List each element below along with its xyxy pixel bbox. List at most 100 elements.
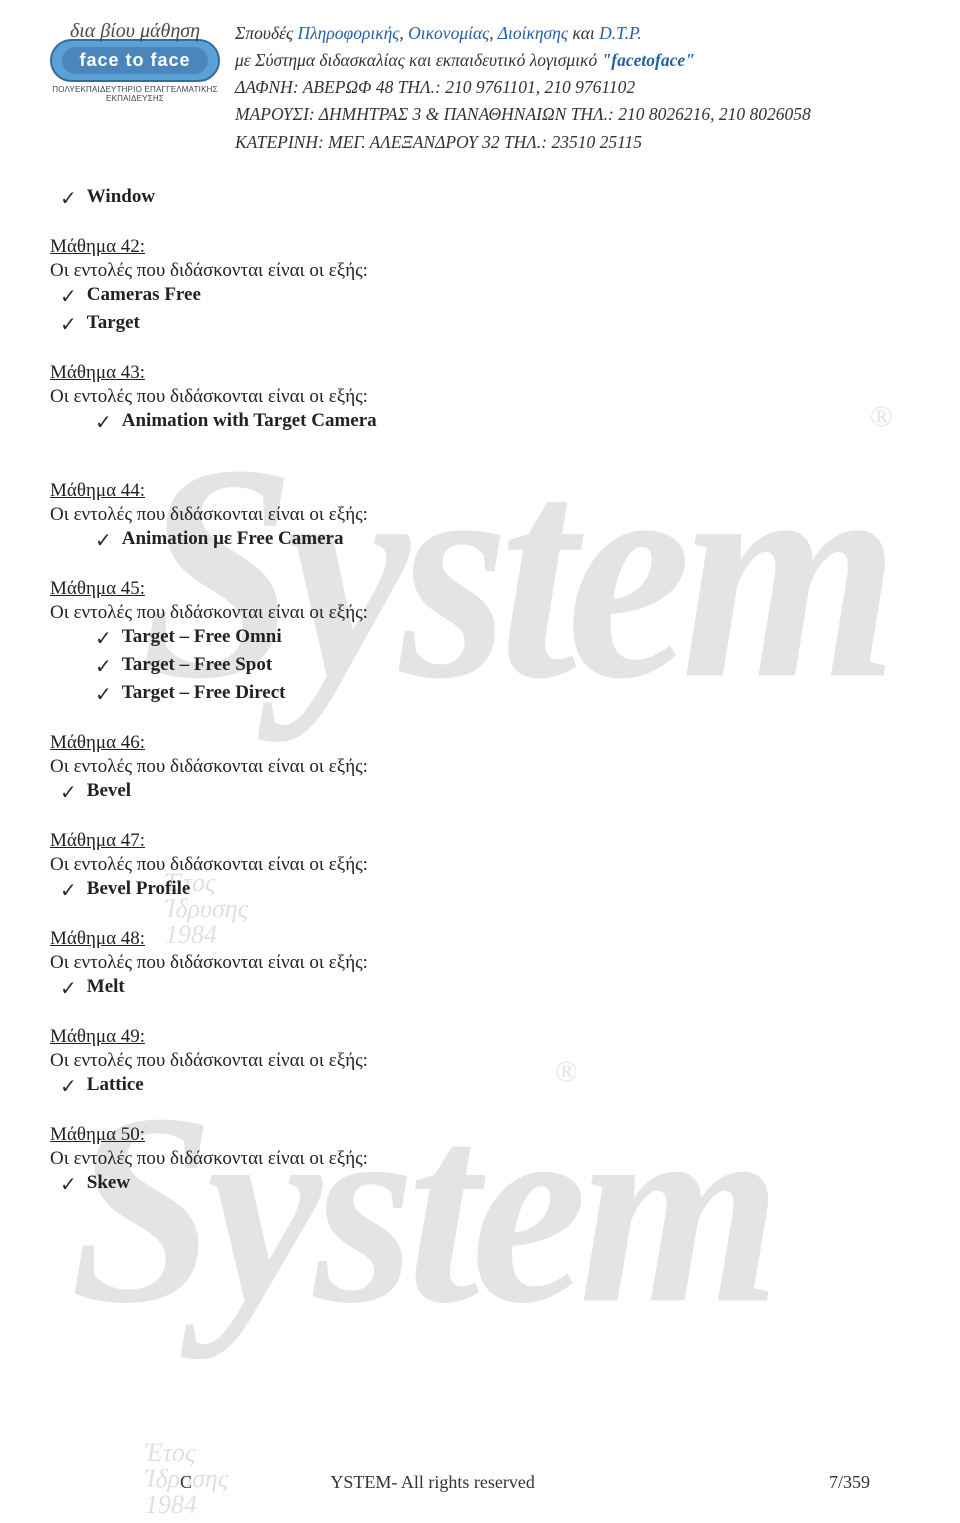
check-icon: ✓ xyxy=(60,976,77,1002)
list-item-text: Bevel Profile xyxy=(87,878,191,900)
list-item-text: Cameras Free xyxy=(87,284,201,306)
lesson-intro: Οι εντολές που διδάσκονται είναι οι εξής… xyxy=(50,1148,900,1170)
lesson-title: Μάθημα 46: xyxy=(50,732,900,754)
check-icon: ✓ xyxy=(95,528,112,554)
list-item: ✓Bevel Profile xyxy=(60,878,900,904)
footer-page-number: 7/359 xyxy=(829,1472,870,1493)
list-item: ✓ Melt xyxy=(60,976,900,1002)
list-item: ✓Target – Free Spot xyxy=(60,654,900,680)
hl1c: , xyxy=(399,23,408,43)
list-item: ✓ Cameras Free xyxy=(60,284,900,310)
list-item: ✓ Target – Free Direct xyxy=(60,682,900,708)
lesson-checklist: ✓ Skew xyxy=(50,1172,900,1198)
hl1f: Διοίκησης xyxy=(498,23,568,43)
lesson-intro: Οι εντολές που διδάσκονται είναι οι εξής… xyxy=(50,1050,900,1072)
lesson-checklist: ✓ Lattice xyxy=(50,1074,900,1100)
list-item-text: Skew xyxy=(87,1172,130,1194)
hl1a: Σπουδές xyxy=(235,23,297,43)
logo-pill-text: face to face xyxy=(62,47,208,74)
lesson-title: Μάθημα 45: xyxy=(50,578,900,600)
content: ✓ Window Μάθημα 42: Οι εντολές που διδάσκ… xyxy=(50,186,900,1198)
lesson-title: Μάθημα 48: xyxy=(50,928,900,950)
header-row: δια βίου μάθηση face to face ΠΟΛΥΕΚΠΑΙΔΕ… xyxy=(50,20,900,156)
footer-left-a: C xyxy=(180,1472,192,1492)
lesson-title: Μάθημα 49: xyxy=(50,1026,900,1048)
list-item: ✓ Lattice xyxy=(60,1074,900,1100)
lesson-intro: Οι εντολές που διδάσκονται είναι οι εξής… xyxy=(50,504,900,526)
list-item-text: Melt xyxy=(87,976,125,998)
lesson-title: Μάθημα 42: xyxy=(50,236,900,258)
footer: C YSTEM- All rights reserved 7/359 xyxy=(0,1472,960,1493)
hl1d: Οικονομίας xyxy=(408,23,489,43)
header-line-1: Σπουδές Πληροφορικής, Οικονομίας, Διοίκη… xyxy=(235,20,900,47)
list-item-text: Target xyxy=(87,312,140,334)
check-icon: ✓ xyxy=(60,1074,77,1100)
lesson-title: Μάθημα 50: xyxy=(50,1124,900,1146)
list-item: ✓ Animation με Free Camera xyxy=(60,528,900,554)
hl1h: D.T.P. xyxy=(599,23,642,43)
lesson-block: Μάθημα 43:Οι εντολές που διδάσκονται είν… xyxy=(50,362,900,436)
list-item-text: Lattice xyxy=(87,1074,144,1096)
header-text: Σπουδές Πληροφορικής, Οικονομίας, Διοίκη… xyxy=(235,20,900,156)
lesson-checklist: ✓Target – Free Omni✓Target – Free Spot✓ T… xyxy=(50,626,900,708)
top-item-text: Window xyxy=(87,186,155,208)
list-item-text: Animation με Free Camera xyxy=(122,528,344,550)
lesson-checklist: ✓ Animation με Free Camera xyxy=(50,528,900,554)
logo-block: δια βίου μάθηση face to face ΠΟΛΥΕΚΠΑΙΔΕ… xyxy=(50,20,220,103)
hl2a: με Σύστημα διδασκαλίας και εκπαιδευτικό … xyxy=(235,50,602,70)
list-item: ✓ Bevel xyxy=(60,780,900,806)
list-item-text: Bevel xyxy=(87,780,131,802)
lesson-intro: Οι εντολές που διδάσκονται είναι οι εξής… xyxy=(50,602,900,624)
lesson-checklist: ✓ Cameras Free ✓ Target xyxy=(50,284,900,338)
top-checklist: ✓ Window xyxy=(50,186,900,212)
check-icon: ✓ xyxy=(60,1172,77,1198)
lesson-block: Μάθημα 44:Οι εντολές που διδάσκονται είν… xyxy=(50,480,900,554)
hl1b: Πληροφορικής xyxy=(297,23,399,43)
footer-left: C YSTEM- All rights reserved xyxy=(180,1472,535,1493)
logo-tagline: δια βίου μάθηση xyxy=(50,20,220,43)
check-icon: ✓ xyxy=(60,186,77,212)
lesson-checklist: ✓Bevel Profile xyxy=(50,878,900,904)
page-container: δια βίου μάθηση face to face ΠΟΛΥΕΚΠΑΙΔΕ… xyxy=(0,0,960,1240)
lesson-block: Μάθημα 45:Οι εντολές που διδάσκονται είν… xyxy=(50,578,900,708)
lesson-intro: Οι εντολές που διδάσκονται είναι οι εξής… xyxy=(50,756,900,778)
wm-year2-c: 1984 xyxy=(145,1492,228,1518)
lesson-title: Μάθημα 47: xyxy=(50,830,900,852)
check-icon: ✓ xyxy=(60,780,77,806)
check-icon: ✓ xyxy=(95,626,112,652)
lesson-block: Μάθημα 42:Οι εντολές που διδάσκονται είν… xyxy=(50,236,900,338)
logo-subtext: ΠΟΛΥΕΚΠΑΙΔΕΥΤΗΡΙΟ ΕΠΑΓΓΕΛΜΑΤΙΚΗΣ ΕΚΠΑΙΔΕ… xyxy=(50,85,220,103)
hl2b: "facetoface" xyxy=(602,50,695,70)
check-icon: ✓ xyxy=(60,312,77,338)
header-line-3: ΔΑΦΝΗ: ΑΒΕΡΩΦ 48 ΤΗΛ.: 210 9761101, 210 … xyxy=(235,74,900,101)
hl1e: , xyxy=(489,23,497,43)
lesson-intro: Οι εντολές που διδάσκονται είναι οι εξής… xyxy=(50,386,900,408)
hl1g: και xyxy=(568,23,599,43)
header-line-4: ΜΑΡΟΥΣΙ: ΔΗΜΗΤΡΑΣ 3 & ΠΑΝΑΘΗΝΑΙΩΝ ΤΗΛ.: … xyxy=(235,101,900,128)
lesson-block: Μάθημα 49:Οι εντολές που διδάσκονται είν… xyxy=(50,1026,900,1100)
lesson-block: Μάθημα 48:Οι εντολές που διδάσκονται είν… xyxy=(50,928,900,1002)
check-icon: ✓ xyxy=(95,410,112,436)
lesson-checklist: ✓ Bevel xyxy=(50,780,900,806)
lesson-block: Μάθημα 46:Οι εντολές που διδάσκονται είν… xyxy=(50,732,900,806)
list-item: ✓ Target xyxy=(60,312,900,338)
lesson-block: Μάθημα 47:Οι εντολές που διδάσκονται είν… xyxy=(50,830,900,904)
list-item: ✓ Animation with Target Camera xyxy=(60,410,900,436)
list-item-text: Target – Free Direct xyxy=(122,682,286,704)
lessons-container: Μάθημα 42: Οι εντολές που διδάσκονται είν… xyxy=(50,236,900,1198)
check-icon: ✓ xyxy=(60,284,77,310)
lesson-title: Μάθημα 43: xyxy=(50,362,900,384)
lesson-intro: Οι εντολές που διδάσκονται είναι οι εξής… xyxy=(50,952,900,974)
lesson-checklist: ✓ Melt xyxy=(50,976,900,1002)
check-icon: ✓ xyxy=(95,654,112,680)
list-item: ✓Target – Free Omni xyxy=(60,626,900,652)
list-item-text: Animation with Target Camera xyxy=(122,410,377,432)
lesson-title: Μάθημα 44: xyxy=(50,480,900,502)
header-line-2: με Σύστημα διδασκαλίας και εκπαιδευτικό … xyxy=(235,47,900,74)
lesson-intro: Οι εντολές που διδάσκονται είναι οι εξής… xyxy=(50,854,900,876)
logo-pill: face to face xyxy=(50,39,220,82)
list-item: ✓ Skew xyxy=(60,1172,900,1198)
lesson-checklist: ✓ Animation with Target Camera xyxy=(50,410,900,436)
check-icon: ✓ xyxy=(95,682,112,708)
lesson-block: Μάθημα 50:Οι εντολές που διδάσκονται είν… xyxy=(50,1124,900,1198)
